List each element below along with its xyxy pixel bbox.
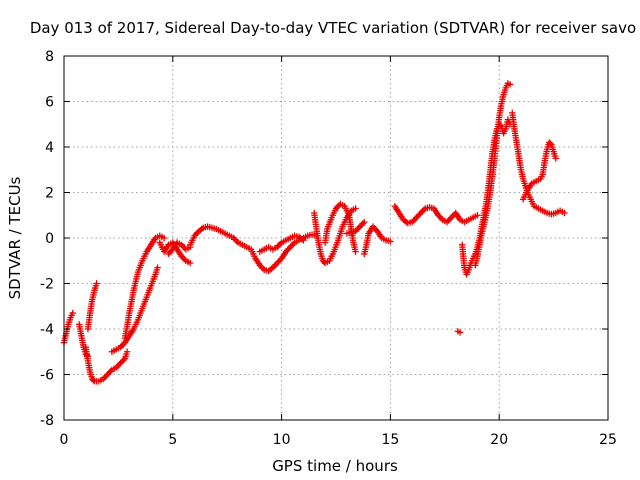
axis-ticks: 0 5 10 15 20 25 -8 -6 -4 -2 0 2 4 6 8 xyxy=(40,49,617,448)
data-point xyxy=(445,217,452,224)
data-points xyxy=(60,80,568,385)
data-point xyxy=(69,309,76,317)
x-tick-label: 0 xyxy=(60,432,69,448)
data-point xyxy=(300,237,307,244)
x-tick-label: 5 xyxy=(168,432,177,448)
data-point xyxy=(359,220,367,227)
data-point xyxy=(411,215,419,223)
data-point xyxy=(275,258,282,265)
data-point xyxy=(547,140,554,147)
y-tick-label: 2 xyxy=(45,186,54,202)
data-point xyxy=(387,238,394,245)
data-point xyxy=(90,376,97,384)
data-point xyxy=(160,234,168,242)
x-tick-label: 25 xyxy=(599,432,617,448)
data-point xyxy=(416,211,423,218)
y-tick-label: -6 xyxy=(40,368,54,384)
y-tick-label: 4 xyxy=(45,140,54,156)
data-point xyxy=(352,205,359,212)
data-point xyxy=(417,209,425,217)
y-tick-label: 6 xyxy=(45,95,54,111)
data-point xyxy=(287,243,294,251)
data-point xyxy=(358,221,365,229)
data-point xyxy=(115,361,123,368)
data-point xyxy=(456,329,464,336)
data-point xyxy=(117,359,124,367)
data-point xyxy=(361,218,368,226)
y-tick-label: 8 xyxy=(45,49,54,65)
data-point xyxy=(419,208,426,215)
data-point xyxy=(298,235,306,243)
x-tick-label: 10 xyxy=(273,432,291,448)
data-point xyxy=(118,358,126,365)
data-point xyxy=(355,224,362,232)
y-tick-label: -2 xyxy=(40,277,54,293)
y-tick-label: -4 xyxy=(40,322,54,338)
data-point xyxy=(102,372,110,380)
data-point xyxy=(105,369,113,377)
data-point xyxy=(552,155,559,162)
data-point xyxy=(356,223,364,230)
data-point xyxy=(187,259,194,267)
data-point xyxy=(474,212,481,219)
data-point xyxy=(352,248,359,255)
y-axis-title: SDTVAR / TECUs xyxy=(6,176,24,299)
data-point xyxy=(414,212,422,220)
chart-title: Day 013 of 2017, Sidereal Day-to-day VTE… xyxy=(30,19,636,37)
y-tick-label: -8 xyxy=(40,413,54,429)
x-axis-title: GPS time / hours xyxy=(272,457,398,475)
data-point xyxy=(413,214,420,221)
x-tick-label: 15 xyxy=(381,432,399,448)
data-point xyxy=(285,245,293,252)
data-point xyxy=(506,81,514,88)
data-point xyxy=(272,261,279,268)
data-point xyxy=(288,242,295,249)
data-point xyxy=(561,209,568,217)
data-point xyxy=(104,371,111,378)
y-tick-label: 0 xyxy=(45,231,54,247)
data-point xyxy=(198,225,206,233)
data-point xyxy=(274,259,281,267)
x-tick-label: 20 xyxy=(490,432,508,448)
data-point xyxy=(154,264,161,271)
data-point xyxy=(93,280,100,287)
data-point xyxy=(123,348,131,355)
